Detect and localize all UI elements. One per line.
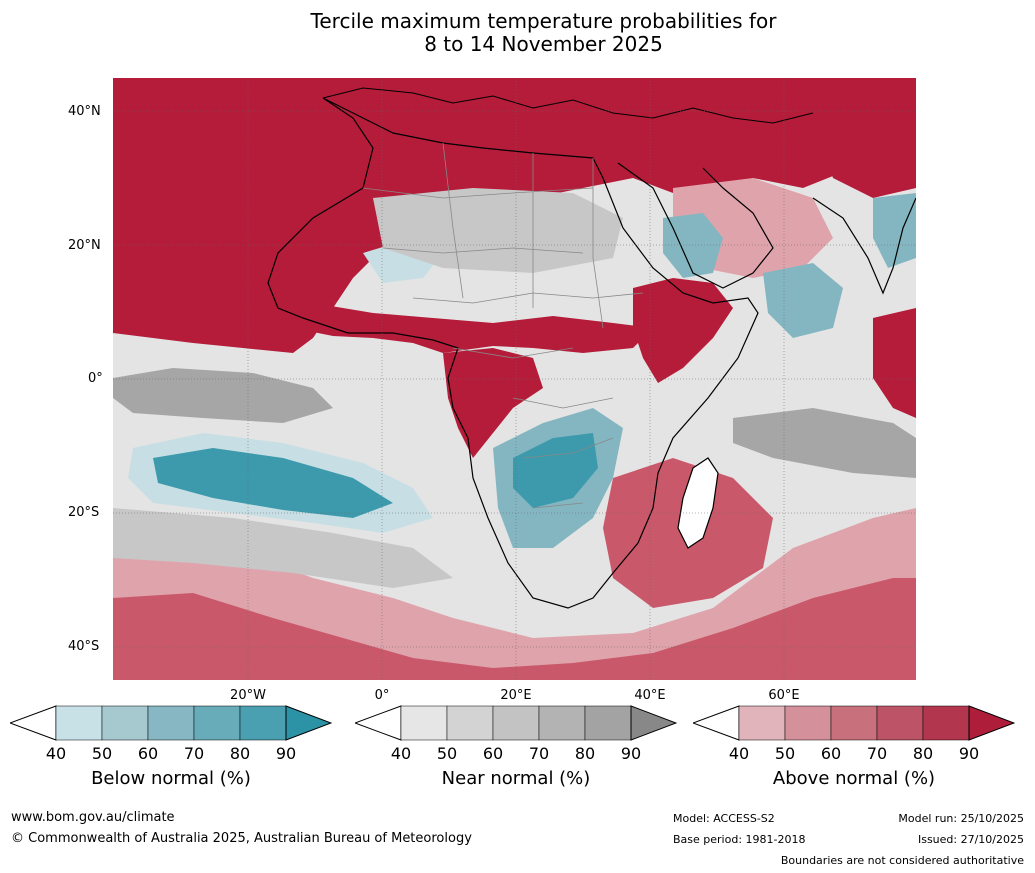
lon-label-0: 0° [374,688,390,703]
above-colorbar-title: Above normal (%) [772,768,936,789]
base-period: Base period: 1981-2018 [673,833,806,846]
near-colorbar-band-4 [538,705,586,741]
near-tick: 80 [574,744,596,763]
lon-label-20w: 20°W [230,688,266,703]
near-normal-equatorial-atlantic [113,368,333,423]
above-normal-north-region [113,78,916,353]
below-colorbar-low-extend [10,705,57,741]
near-colorbar-high-extend [630,705,677,741]
map-svg [113,78,916,680]
probability-map [113,78,916,680]
above-tick: 70 [866,744,888,763]
near-colorbar-low-extend [355,705,402,741]
issued-date: Issued: 27/10/2025 [917,833,1024,846]
below-colorbar-band-1 [55,705,103,741]
model-run-date: Model run: 25/10/2025 [898,812,1024,825]
near-tick: 50 [436,744,458,763]
near-tick: 70 [528,744,550,763]
above-colorbar-band-4 [876,705,924,741]
arabia-coastline [617,162,774,289]
near-normal-indian-ocean [733,408,916,478]
above-colorbar-band-1 [738,705,786,741]
above-normal-southern-ocean-dark [113,578,916,680]
model-name: Model: ACCESS-S2 [673,812,775,825]
lat-label-40n: 40°N [68,104,101,119]
above-colorbar-band-2 [784,705,832,741]
below-colorbar-band-3 [147,705,195,741]
lat-label-equator: 0° [88,371,103,386]
lat-label-20n: 20°N [68,238,101,253]
above-tick: 40 [728,744,750,763]
above-tick: 50 [774,744,796,763]
below-colorbar-band-4 [193,705,241,741]
above-tick: 80 [912,744,934,763]
lon-label-40e: 40°E [634,688,666,703]
below-normal-arabia [663,213,723,278]
africa-coastline [267,97,759,609]
title-line-2: 8 to 14 November 2025 [424,32,663,56]
above-normal-india-dark [813,108,916,198]
below-normal-south-atlantic-core [153,448,393,518]
map-title: Tercile maximum temperature probabilitie… [0,10,1035,56]
above-colorbar-high-extend [968,705,1015,741]
near-tick: 90 [620,744,642,763]
country-borders [362,142,644,509]
above-tick: 90 [958,744,980,763]
below-tick: 50 [91,744,113,763]
europe-coastline [322,87,814,124]
above-normal-colorbar [693,705,1015,741]
below-tick: 90 [275,744,297,763]
below-normal-arabian-sea [763,263,843,338]
above-colorbar-low-extend [693,705,740,741]
above-normal-horn-africa [633,278,733,383]
near-colorbar-title: Near normal (%) [441,768,591,789]
below-tick: 40 [45,744,67,763]
below-colorbar-band-5 [239,705,287,741]
above-colorbar-band-3 [830,705,878,741]
lat-label-40s: 40°S [68,639,100,654]
title-line-1: Tercile maximum temperature probabilitie… [310,9,777,33]
above-colorbar-band-5 [922,705,970,741]
above-normal-sahel-band [273,303,653,353]
below-normal-bay-bengal [873,193,916,268]
above-tick: 60 [820,744,842,763]
below-tick: 70 [183,744,205,763]
near-colorbar-band-1 [400,705,448,741]
below-colorbar-band-2 [101,705,149,741]
below-normal-colorbar [10,705,332,741]
copyright-text: © Commonwealth of Australia 2025, Austra… [11,831,472,846]
near-normal-colorbar [355,705,677,741]
above-normal-east-indian-ocean [873,308,916,418]
boundaries-disclaimer: Boundaries are not considered authoritat… [780,854,1024,867]
below-tick: 80 [229,744,251,763]
lon-label-20e: 20°E [500,688,532,703]
near-colorbar-band-5 [584,705,632,741]
below-tick: 60 [137,744,159,763]
near-normal-south-atlantic-band [113,508,453,588]
above-normal-central-africa [443,348,543,458]
lon-label-60e: 60°E [768,688,800,703]
below-colorbar-high-extend [285,705,332,741]
near-colorbar-band-3 [492,705,540,741]
graticule [113,78,916,680]
lat-label-20s: 20°S [68,505,100,520]
near-tick: 60 [482,744,504,763]
near-colorbar-band-2 [446,705,494,741]
near-tick: 40 [390,744,412,763]
india-coastline [812,197,916,295]
below-colorbar-title: Below normal (%) [91,768,251,789]
madagascar-coastline [677,457,719,549]
website-link[interactable]: www.bom.gov.au/climate [11,810,175,825]
